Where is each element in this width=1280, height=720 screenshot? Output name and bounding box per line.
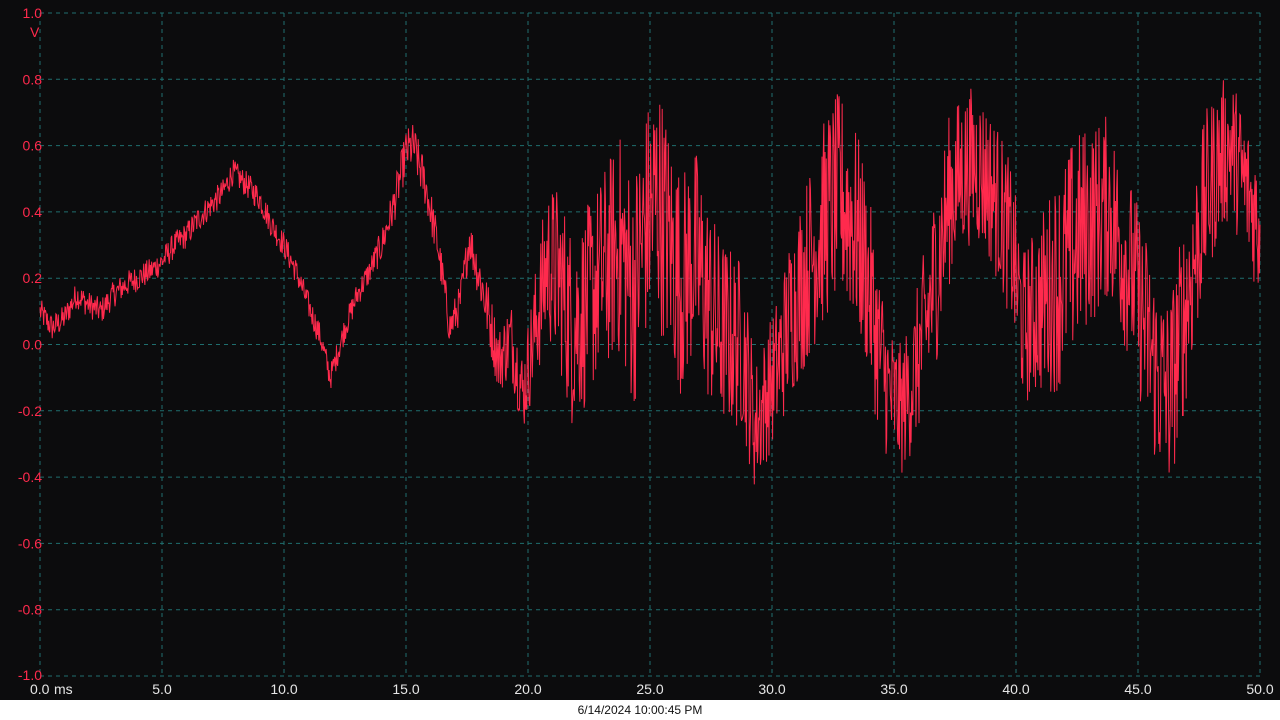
y-tick-label: 0.4: [23, 204, 43, 220]
x-tick-label: 35.0: [880, 681, 907, 697]
y-tick-label: 0.6: [23, 138, 43, 154]
status-bar: 6/14/2024 10:00:45 PM: [0, 700, 1280, 720]
y-tick-label: -1.0: [18, 667, 42, 683]
y-tick-label: 0.8: [23, 71, 43, 87]
x-tick-label: 50.0: [1246, 681, 1273, 697]
y-tick-label: -0.6: [18, 535, 42, 551]
y-tick-label: 0.0: [23, 337, 43, 353]
x-tick-label: 5.0: [152, 681, 172, 697]
y-axis-unit: V: [30, 24, 40, 40]
x-tick-label: 10.0: [270, 681, 297, 697]
chart-area: 1.0 0.8 0.6 0.4 0.2 0.0 -0.2 -0.4 -0.6 -0.8 -1.0 V…: [18, 5, 1274, 697]
x-tick-label: 45.0: [1124, 681, 1151, 697]
capture-timestamp: 6/14/2024 10:00:45 PM: [577, 703, 703, 717]
x-axis-ticks: 0.0 5.0 10.0 15.0 20.0 25.0 30.0 35.0 40.0 45.0 50…: [30, 681, 1274, 697]
y-tick-label: -0.8: [18, 602, 42, 618]
grid: [39, 12, 1261, 677]
y-tick-label: 1.0: [23, 5, 43, 21]
x-tick-label: 25.0: [636, 681, 663, 697]
series-line-trace: [39, 80, 1261, 485]
x-tick-label: 15.0: [392, 681, 419, 697]
x-axis-unit: ms: [54, 681, 73, 697]
x-tick-label: 20.0: [514, 681, 541, 697]
x-tick-label: 0.0: [30, 681, 50, 697]
y-tick-label: 0.2: [23, 270, 43, 286]
y-tick-label: -0.2: [18, 403, 42, 419]
y-tick-label: -0.4: [18, 469, 42, 485]
x-tick-label: 40.0: [1002, 681, 1029, 697]
x-tick-label: 30.0: [758, 681, 785, 697]
y-axis-ticks: 1.0 0.8 0.6 0.4 0.2 0.0 -0.2 -0.4 -0.6 -0.8 -1.0: [18, 5, 42, 683]
oscilloscope-view: 1.0 0.8 0.6 0.4 0.2 0.0 -0.2 -0.4 -0.6 -0.8 -1.0 V…: [0, 0, 1280, 700]
